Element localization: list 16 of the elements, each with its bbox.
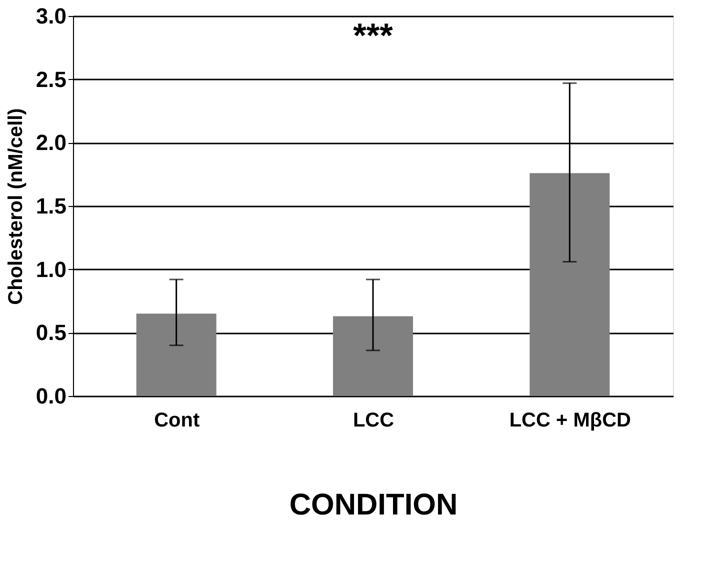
y-tick-label: 0.5 xyxy=(36,320,66,346)
y-tick-label: 2.5 xyxy=(36,66,66,92)
x-axis-title: CONDITION xyxy=(289,488,458,522)
bar xyxy=(530,173,610,396)
y-tick-label: 1.5 xyxy=(36,194,66,218)
y-tick-label: 1.0 xyxy=(36,256,66,282)
y-tick-label: 3.0 xyxy=(36,4,66,28)
y-tick-label: 0.0 xyxy=(36,384,66,408)
x-tick-label: Cont xyxy=(154,410,200,432)
bar xyxy=(136,314,216,396)
y-tick-label: 2.0 xyxy=(36,130,66,156)
bar xyxy=(333,316,413,396)
annotation: *** xyxy=(353,17,394,55)
y-axis-title: Cholesterol (nM/cell) xyxy=(4,108,27,305)
x-tick-label: LCC + MβCD xyxy=(509,410,631,432)
x-tick-label: LCC xyxy=(352,410,394,432)
